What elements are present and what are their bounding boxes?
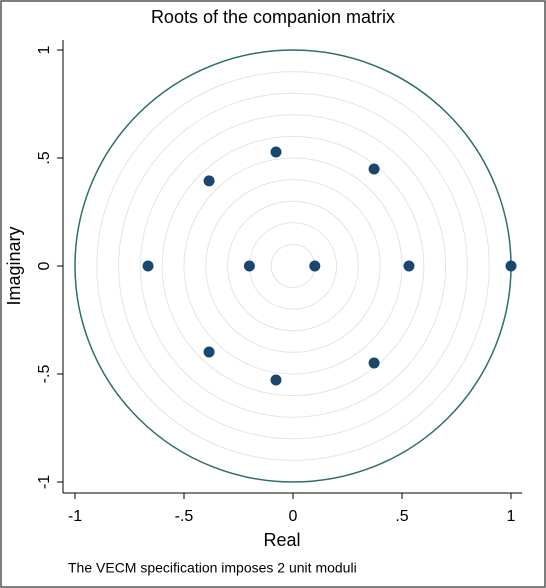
note: The VECM specification imposes 2 unit mo… bbox=[68, 560, 357, 576]
grid-circle bbox=[139, 114, 447, 418]
y-tick-label: 1 bbox=[36, 45, 53, 54]
grid-circle bbox=[227, 200, 359, 332]
y-tick-label: -1 bbox=[36, 475, 53, 489]
x-tick-label: -1 bbox=[68, 508, 82, 525]
root-point bbox=[203, 175, 215, 187]
y-tick-label: 0 bbox=[36, 261, 53, 270]
chart-title: Roots of the companion matrix bbox=[151, 7, 395, 27]
root-point bbox=[270, 374, 282, 386]
root-point bbox=[505, 260, 517, 272]
grid-circle bbox=[161, 135, 425, 397]
grid-circle bbox=[118, 92, 468, 440]
root-point bbox=[309, 260, 321, 272]
root-point bbox=[403, 260, 415, 272]
x-tick-label: 0 bbox=[289, 508, 298, 525]
x-axis-label: Real bbox=[263, 530, 300, 550]
root-point bbox=[368, 163, 380, 175]
y-tick-label: -.5 bbox=[36, 365, 53, 384]
grid-circle bbox=[205, 179, 381, 353]
grid-circle bbox=[96, 71, 490, 461]
root-point bbox=[142, 260, 154, 272]
root-point bbox=[243, 260, 255, 272]
grid-circle bbox=[183, 157, 403, 375]
root-point bbox=[270, 146, 282, 158]
root-point bbox=[203, 346, 215, 358]
y-tick-label: .5 bbox=[36, 151, 53, 164]
x-tick-label: .5 bbox=[395, 508, 408, 525]
x-tick-label: -.5 bbox=[175, 508, 194, 525]
root-point bbox=[368, 357, 380, 369]
x-tick-label: 1 bbox=[507, 508, 516, 525]
y-axis-label: Imaginary bbox=[4, 226, 24, 305]
